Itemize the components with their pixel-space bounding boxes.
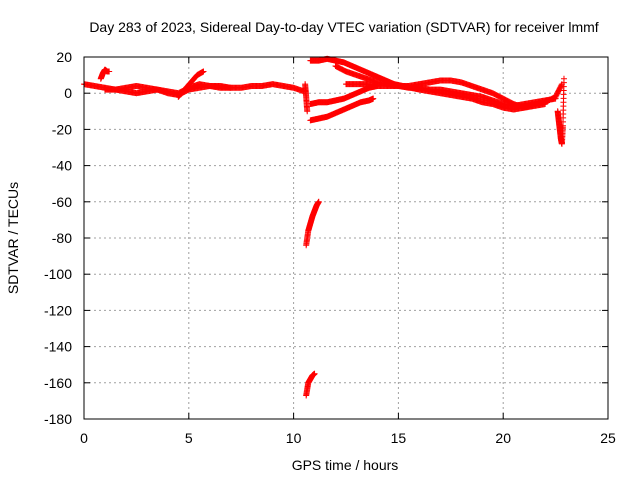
x-tick-label: 10 (286, 430, 302, 446)
y-tick-label: -60 (52, 194, 72, 210)
data-point (315, 198, 322, 205)
series-track-i (307, 95, 377, 124)
data-point (106, 68, 113, 75)
y-tick-label: -20 (52, 121, 72, 137)
series-track-h (307, 82, 381, 108)
data-point (227, 84, 234, 91)
series-track-m (554, 75, 567, 147)
data-point (311, 370, 318, 377)
y-tick-label: -40 (52, 158, 72, 174)
x-tick-label: 25 (600, 430, 616, 446)
y-tick-label: 20 (56, 49, 72, 65)
plot-frame (83, 56, 609, 420)
y-tick-label: -80 (52, 230, 72, 246)
data-point (370, 95, 377, 102)
data-point (560, 75, 567, 82)
data-point (374, 82, 381, 89)
series-track-d (97, 66, 113, 82)
series-track-c (175, 68, 207, 100)
data-point (200, 68, 207, 75)
data-point (304, 108, 311, 115)
grid (84, 57, 608, 419)
series-track-j (303, 198, 322, 249)
y-tick-label: -160 (44, 375, 72, 391)
y-tick-label: -180 (44, 411, 72, 427)
x-tick-label: 15 (391, 430, 407, 446)
series-track-k (303, 370, 318, 399)
y-tick-label: -140 (44, 339, 72, 355)
chart-title: Day 283 of 2023, Sidereal Day-to-day VTE… (89, 19, 598, 35)
x-tick-label: 5 (185, 430, 193, 446)
series-track-l (302, 81, 311, 115)
x-tick-label: 20 (495, 430, 511, 446)
y-tick-label: 0 (64, 85, 72, 101)
x-tick-labels: 0 5 10 15 20 25 (80, 430, 616, 446)
y-axis-label: SDTVAR / TECUs (5, 182, 21, 294)
y-tick-labels: 20 0 -20 -40 -60 -80 -100 -120 -140 -160 -180 (44, 49, 72, 427)
y-tick-label: -120 (44, 302, 72, 318)
y-tick-label: -100 (44, 266, 72, 282)
x-tick-label: 0 (80, 430, 88, 446)
data-points (81, 55, 567, 399)
x-axis-label: GPS time / hours (292, 457, 399, 473)
data-point (552, 95, 559, 102)
